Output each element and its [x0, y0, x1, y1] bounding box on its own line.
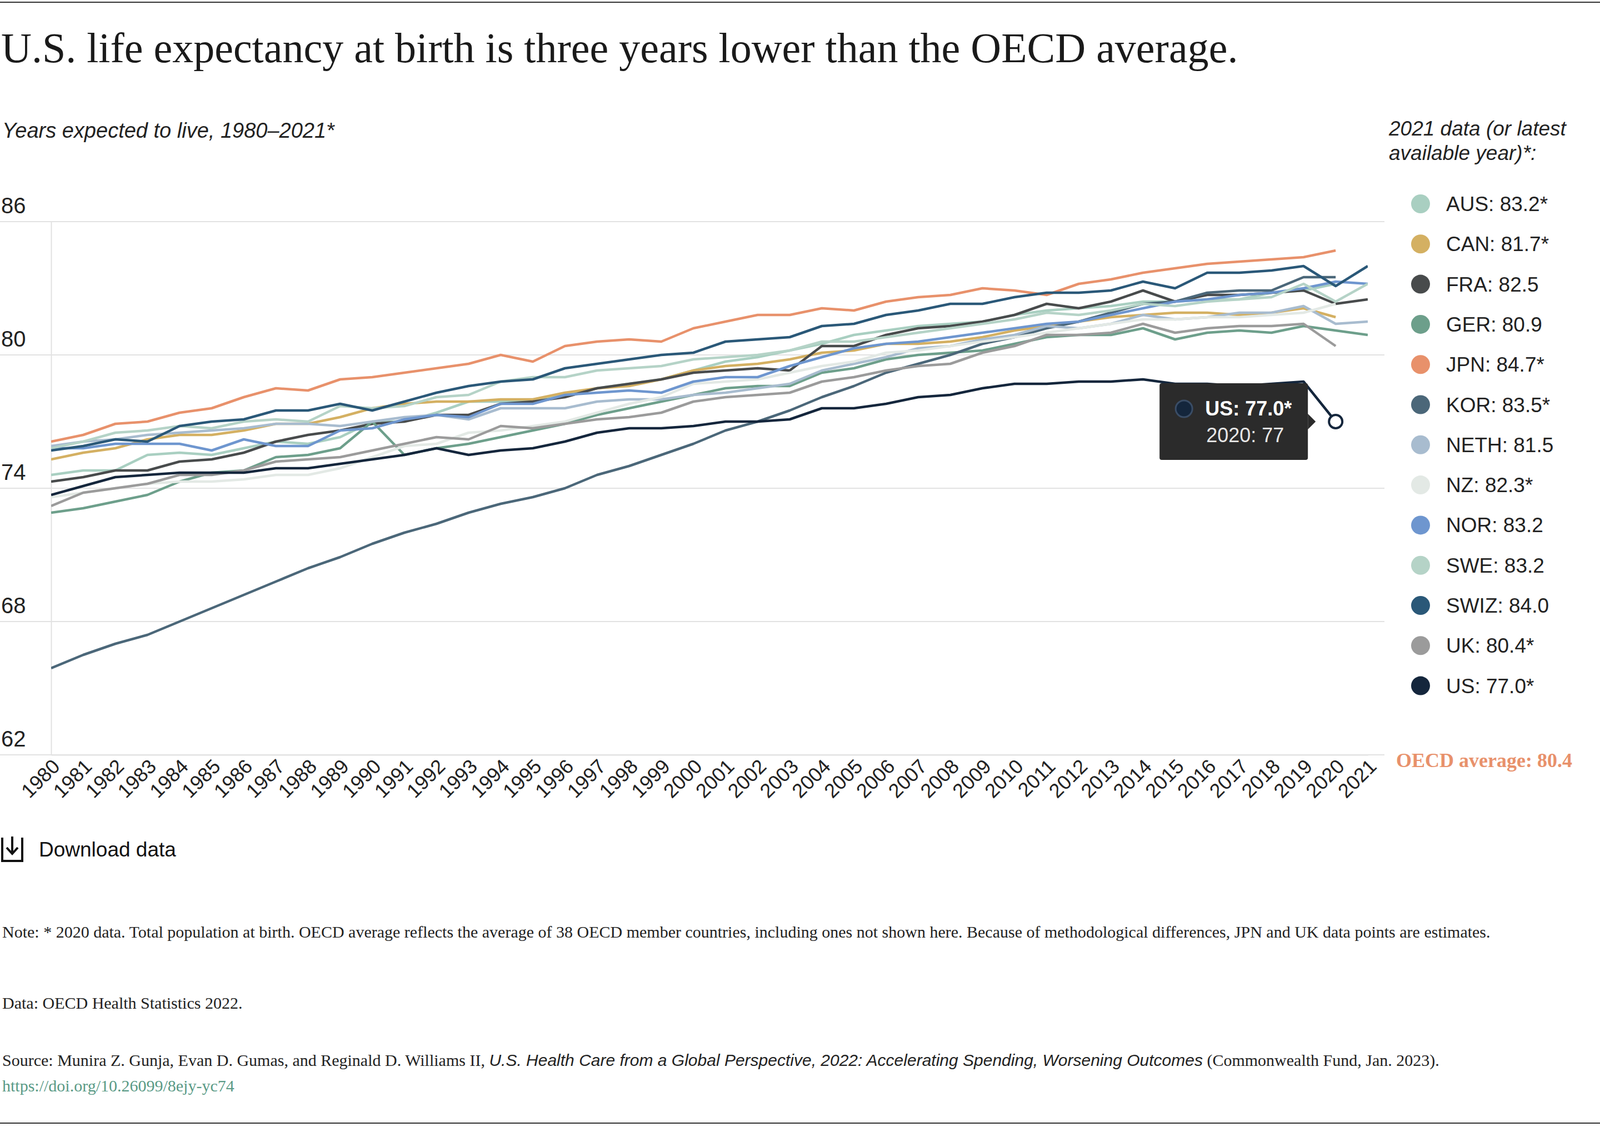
grid [0, 221, 1385, 755]
legend-label: NOR: 83.2 [1446, 513, 1544, 537]
legend-swatch [1411, 355, 1430, 374]
lines [51, 250, 1368, 669]
legend-swatch [1411, 676, 1430, 696]
legend-swatch [1411, 636, 1430, 655]
y-tick-label: 80 [1, 326, 27, 352]
annotation: US: 77.0* 2020: 77 [1159, 383, 1316, 460]
download-icon-arrow [6, 836, 18, 854]
y-tick-label: 74 [1, 460, 27, 485]
note: Note: * 2020 data. Total population at b… [2, 919, 1595, 945]
bottom-rule [0, 1122, 1600, 1124]
legend-item: AUS: 83.2* [1411, 192, 1548, 216]
x-axis: 1980198119821983198419851986198719881989… [16, 755, 1382, 803]
series-line [51, 379, 1336, 495]
y-tick: 74 [1, 460, 52, 489]
grid-line [0, 487, 1385, 489]
title: U.S. life expectancy at birth is three y… [1, 24, 1238, 72]
legend-label: US: 77.0* [1446, 675, 1534, 698]
legend-swatch [1411, 435, 1430, 455]
legend-label: JPN: 84.7* [1446, 353, 1545, 377]
download-label: Download data [38, 838, 177, 862]
y-tick: 62 [1, 726, 52, 756]
legend-item: SWIZ: 84.0 [1411, 594, 1549, 618]
note: Data: OECD Health Statistics 2022. [2, 990, 1595, 1017]
legend-swatch [1411, 234, 1430, 254]
legend-label: AUS: 83.2* [1446, 192, 1548, 216]
series-line [51, 250, 1336, 442]
legend-item: FRA: 82.5 [1411, 273, 1539, 297]
series-line [51, 326, 1368, 513]
y-tick: 68 [1, 593, 52, 623]
legend-item: CAN: 81.7* [1411, 232, 1549, 256]
annotation-marker-group [1328, 415, 1343, 429]
legend-item: GER: 80.9 [1411, 313, 1543, 337]
series-line [51, 277, 1336, 669]
legend-label: KOR: 83.5* [1446, 393, 1550, 417]
legend-swatch [1411, 556, 1430, 575]
legend-swatch [1411, 596, 1430, 615]
legend-swatch [1411, 475, 1430, 495]
source-prefix: Source: Munira Z. Gunja, Evan D. Gumas, … [2, 1051, 489, 1070]
y-axis: 62 68 74 80 86 [1, 193, 52, 756]
legend-item: JPN: 84.7* [1411, 353, 1545, 377]
annotation-title: US: 77.0* [1205, 397, 1292, 420]
x-tick: 2021 [1333, 755, 1382, 803]
annotation-marker [1328, 415, 1343, 429]
legend-title: 2021 data (or latest available year)*: [1388, 116, 1598, 166]
legend-label: SWIZ: 84.0 [1446, 594, 1549, 618]
legend-item: NETH: 81.5 [1411, 433, 1554, 457]
download: Download data [2, 836, 177, 862]
grid-line [0, 621, 1385, 623]
legend-item: NZ: 82.3* [1411, 473, 1533, 497]
grid-line [0, 354, 1385, 356]
legend-item: NOR: 83.2 [1411, 513, 1544, 537]
subtitle: Years expected to live, 1980–2021* [2, 118, 335, 143]
annotation-swatch [1175, 400, 1193, 418]
annotation-pointer [1307, 413, 1316, 430]
x-tick-label: 2021 [1333, 755, 1382, 803]
top-rule [0, 1, 1600, 3]
y-axis-line [51, 222, 53, 756]
source-link[interactable]: https://doi.org/10.26099/8ejy-yc74 [2, 1076, 235, 1095]
y-tick: 86 [1, 193, 52, 223]
oecd-average-label: OECD average: 80.4 [1396, 749, 1573, 772]
legend-label: GER: 80.9 [1446, 313, 1543, 337]
grid-line [0, 221, 1385, 223]
legend-label: UK: 80.4* [1446, 634, 1534, 658]
source: Source: Munira Z. Gunja, Evan D. Gumas, … [2, 1047, 1595, 1099]
legend-swatch [1411, 194, 1430, 214]
legend-item: UK: 80.4* [1411, 634, 1534, 658]
legend-swatch [1411, 395, 1430, 415]
legend-item: US: 77.0* [1411, 675, 1534, 698]
y-tick-label: 68 [1, 593, 27, 618]
annotation-text: 2020: 77 [1206, 423, 1284, 447]
series-line [51, 323, 1336, 507]
legend-label: SWE: 83.2 [1446, 554, 1545, 578]
legend-label: NZ: 82.3* [1446, 473, 1533, 497]
legend-swatch [1411, 515, 1430, 535]
source-title: U.S. Health Care from a Global Perspecti… [488, 1051, 1203, 1070]
chart-svg: U.S. life expectancy at birth is three y… [0, 0, 1600, 1127]
legend-swatch [1411, 315, 1430, 334]
annotation-box [1159, 383, 1308, 460]
legend-swatch [1411, 275, 1430, 294]
legend-label: FRA: 82.5 [1446, 273, 1539, 297]
legend-label: NETH: 81.5 [1446, 433, 1554, 457]
legend-item: SWE: 83.2 [1411, 554, 1545, 578]
legend-item: KOR: 83.5* [1411, 393, 1550, 417]
y-tick: 80 [1, 326, 52, 356]
source-suffix: (Commonwealth Fund, Jan. 2023). [1202, 1051, 1440, 1070]
y-tick-label: 86 [1, 193, 27, 218]
legend: AUS: 83.2* CAN: 81.7* FRA: 82.5 GER: 80.9 JP… [1411, 192, 1554, 698]
y-tick-label: 62 [1, 726, 27, 752]
legend-label: CAN: 81.7* [1446, 232, 1549, 256]
